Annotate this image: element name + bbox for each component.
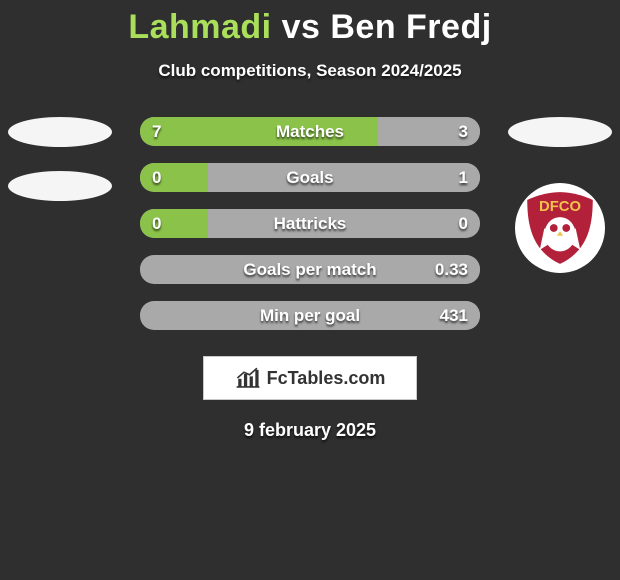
comparison-stage: DFCO 73Matches01Goals00Hattricks0.33Goal…	[0, 117, 620, 330]
player2-club-ellipse	[508, 117, 612, 147]
player1-club-ellipse	[8, 117, 112, 147]
stat-value-right: 0	[459, 209, 468, 238]
stat-bar-right-fill	[208, 163, 480, 192]
stat-value-left: 7	[152, 117, 161, 146]
page-title: Lahmadi vs Ben Fredj	[0, 0, 620, 47]
subtitle: Club competitions, Season 2024/2025	[0, 61, 620, 81]
snapshot-date: 9 february 2025	[0, 420, 620, 441]
brand-badge[interactable]: FcTables.com	[203, 356, 417, 400]
crest-text: DFCO	[539, 199, 581, 215]
stat-bar: 01Goals	[140, 163, 480, 192]
stat-bar: 73Matches	[140, 117, 480, 146]
stat-bar: 00Hattricks	[140, 209, 480, 238]
stat-bar: 0.33Goals per match	[140, 255, 480, 284]
stat-value-left: 0	[152, 163, 161, 192]
stat-value-left: 0	[152, 209, 161, 238]
player1-nation-ellipse	[8, 171, 112, 201]
bar-chart-icon	[235, 367, 261, 389]
title-player2: Ben Fredj	[330, 8, 491, 46]
stat-value-right: 431	[440, 301, 468, 330]
player2-club-crest: DFCO	[515, 183, 605, 273]
player1-badge-column	[0, 117, 120, 201]
stat-bar: 431Min per goal	[140, 301, 480, 330]
stat-value-right: 1	[459, 163, 468, 192]
stat-bar-left-fill	[140, 209, 208, 238]
brand-text: FcTables.com	[267, 368, 386, 389]
stat-bars: 73Matches01Goals00Hattricks0.33Goals per…	[140, 117, 480, 330]
stat-bar-left-fill	[140, 117, 378, 146]
shield-icon: DFCO	[521, 189, 599, 267]
stat-value-right: 3	[459, 117, 468, 146]
title-vs: vs	[282, 8, 321, 46]
stat-value-right: 0.33	[435, 255, 468, 284]
title-player1: Lahmadi	[128, 8, 271, 46]
player2-badge-column: DFCO	[500, 117, 620, 273]
stat-bar-left-fill	[140, 163, 208, 192]
